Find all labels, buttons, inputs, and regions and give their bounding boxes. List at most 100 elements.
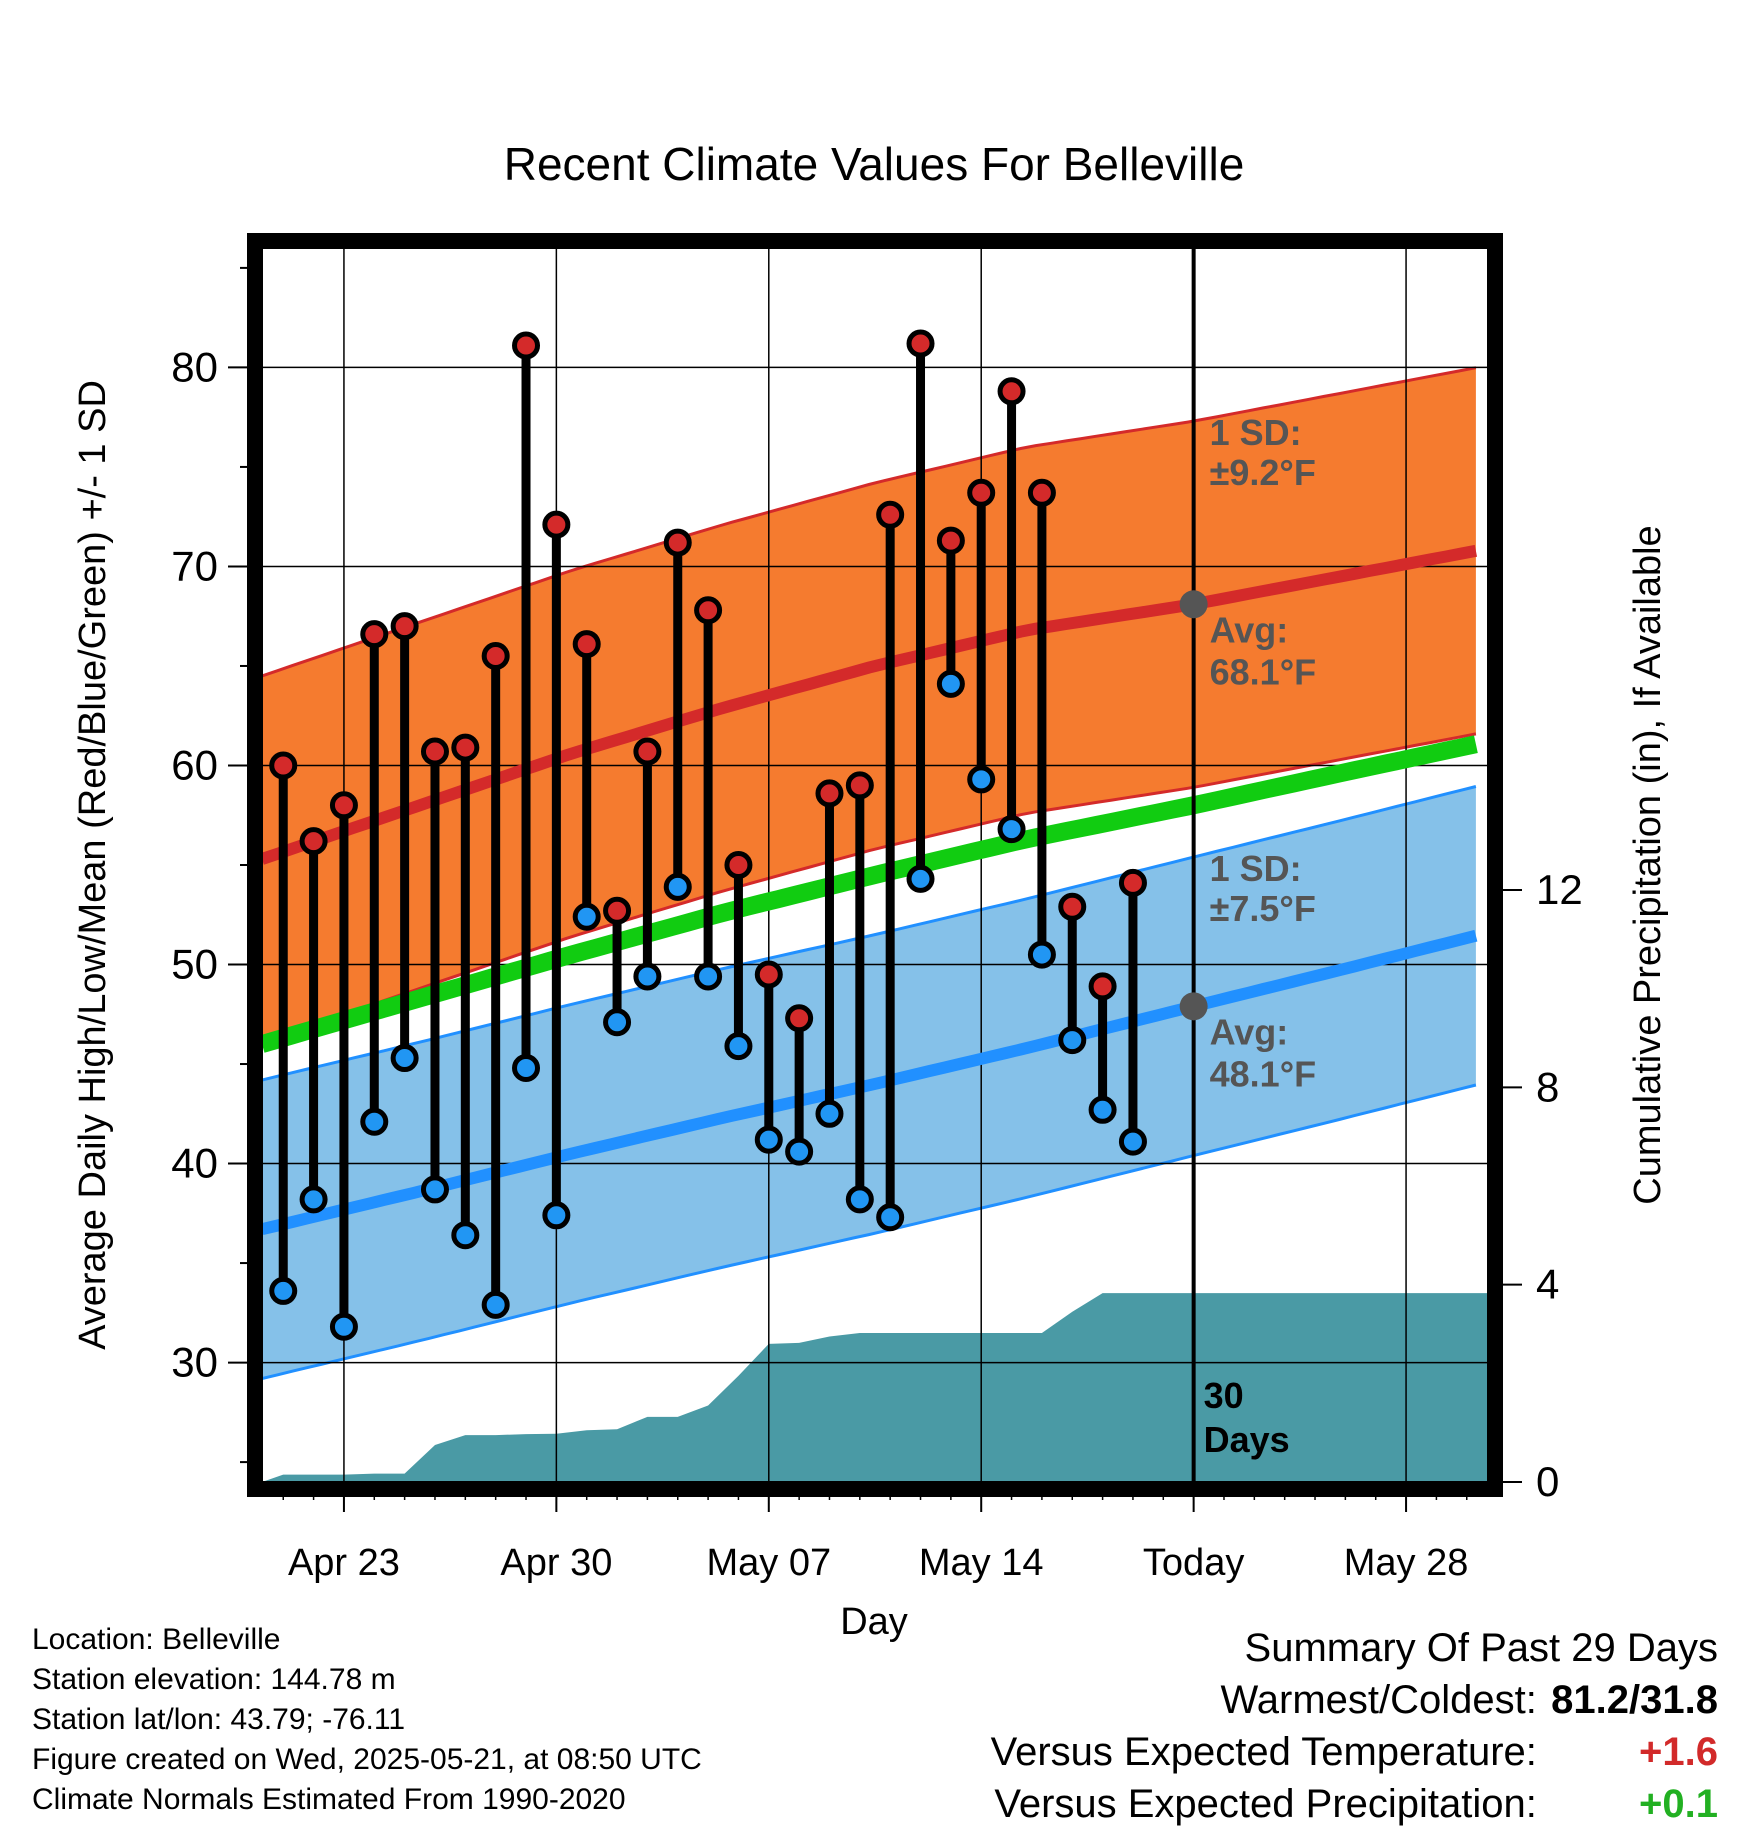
daily-low-point: [815, 1099, 844, 1128]
station-info: Location: Belleville Station elevation: …: [32, 1620, 702, 1820]
days-word: Days: [1204, 1419, 1290, 1460]
daily-high-point: [663, 528, 692, 557]
high-sd-value: ±9.2°F: [1210, 452, 1316, 493]
daily-low-point: [997, 815, 1026, 844]
daily-high-point: [451, 733, 480, 762]
daily-low-point: [542, 1201, 571, 1230]
daily-high-point: [815, 779, 844, 808]
daily-low-point: [572, 902, 601, 931]
daily-high-point: [1118, 868, 1147, 897]
daily-high-point: [967, 478, 996, 507]
warm-cold-row: Warmest/Coldest: 81.2/31.8: [991, 1674, 1719, 1726]
daily-low-point: [299, 1185, 328, 1214]
x-axis-label: Day: [840, 1601, 908, 1643]
y2-tick-label: 8: [1536, 1063, 1559, 1110]
x-tick-label: May 28: [1344, 1542, 1469, 1584]
summary-panel: Summary Of Past 29 Days Warmest/Coldest:…: [991, 1622, 1718, 1830]
daily-low-point: [390, 1044, 419, 1073]
daily-high-point: [572, 630, 601, 659]
daily-low-point: [1058, 1026, 1087, 1055]
daily-low-point: [329, 1312, 358, 1341]
daily-high-point: [936, 526, 965, 555]
cumulative-precip-area: [262, 1293, 1488, 1482]
y2-tick-label: 12: [1536, 866, 1583, 913]
x-tick-label: May 07: [706, 1542, 831, 1584]
daily-low-point: [1088, 1095, 1117, 1124]
daily-high-point: [299, 827, 328, 856]
created-text: Figure created on Wed, 2025-05-21, at 08…: [32, 1743, 702, 1776]
daily-low-point: [724, 1032, 753, 1061]
daily-low-point: [420, 1175, 449, 1204]
daily-high-point: [997, 377, 1026, 406]
days-count: 30: [1204, 1375, 1244, 1416]
plot-frame: [247, 233, 1503, 1497]
high-sd-label: 1 SD:: [1210, 412, 1302, 453]
low-avg-value: 48.1°F: [1210, 1053, 1316, 1094]
daily-low-point: [603, 1008, 632, 1037]
y-axis-label: Average Daily High/Low/Mean (Red/Blue/Gr…: [72, 380, 114, 1350]
daily-high-point: [329, 791, 358, 820]
daily-high-point: [694, 596, 723, 625]
daily-high-point: [269, 751, 298, 780]
daily-high-point: [1027, 478, 1056, 507]
high-avg-label: Avg:: [1210, 609, 1289, 650]
daily-low-point: [936, 669, 965, 698]
daily-low-point: [481, 1290, 510, 1319]
daily-high-point: [360, 620, 389, 649]
daily-high-point: [1058, 892, 1087, 921]
precip-label: Versus Expected Precipitation:: [994, 1782, 1537, 1826]
daily-low-point: [876, 1203, 905, 1232]
high-sd-upper-line: [262, 366, 1477, 678]
daily-low-point: [1027, 940, 1056, 969]
daily-high-point: [845, 771, 874, 800]
high-avg-marker: [1179, 590, 1208, 619]
x-tick-label: Apr 30: [500, 1542, 612, 1584]
daily-low-point: [845, 1185, 874, 1214]
daily-high-point: [512, 331, 541, 360]
warm-cold-label: Warmest/Coldest:: [1220, 1678, 1537, 1722]
daily-low-point: [1118, 1127, 1147, 1156]
temp-value: +1.6: [1639, 1730, 1718, 1774]
y-tick-label: 70: [171, 542, 218, 589]
y-tick-label: 60: [171, 741, 218, 788]
x-tick-label: Apr 23: [288, 1542, 400, 1584]
daily-low-point: [694, 962, 723, 991]
y-tick-label: 80: [171, 343, 218, 390]
x-tick-label: May 14: [919, 1542, 1044, 1584]
daily-low-point: [663, 872, 692, 901]
daily-low-point: [967, 765, 996, 794]
daily-low-point: [633, 962, 662, 991]
daily-high-point: [876, 500, 905, 529]
high-avg-value: 68.1°F: [1210, 651, 1316, 692]
daily-high-point: [724, 851, 753, 879]
precip-value: +0.1: [1639, 1782, 1718, 1826]
temp-label: Versus Expected Temperature:: [990, 1730, 1537, 1774]
low-sd-label: 1 SD:: [1210, 848, 1302, 889]
daily-low-point: [512, 1054, 541, 1083]
latlon-text: Station lat/lon: 43.79; -76.11: [32, 1703, 406, 1736]
location-text: Location: Belleville: [32, 1623, 281, 1656]
daily-high-point: [754, 960, 783, 989]
daily-high-point: [390, 612, 419, 641]
low-avg-marker: [1179, 992, 1208, 1021]
daily-low-point: [754, 1125, 783, 1154]
daily-high-point: [633, 737, 662, 766]
y-tick-label: 50: [171, 941, 218, 988]
y2-axis-label: Cumulative Precipitation (in), If Availa…: [1627, 525, 1669, 1204]
temp-row: Versus Expected Temperature: +1.6: [991, 1726, 1718, 1778]
low-sd-value: ±7.5°F: [1210, 888, 1316, 929]
y2-tick-label: 4: [1536, 1261, 1559, 1308]
normals-text: Climate Normals Estimated From 1990-2020: [32, 1783, 626, 1816]
daily-high-point: [603, 896, 632, 925]
daily-low-point: [785, 1137, 814, 1166]
y-tick-label: 30: [171, 1339, 218, 1386]
warm-cold-value: 81.2/31.8: [1551, 1678, 1718, 1722]
daily-high-point: [420, 737, 449, 766]
daily-high-point: [542, 510, 571, 539]
summary-title: Summary Of Past 29 Days: [1244, 1626, 1718, 1670]
daily-high-point: [906, 329, 935, 358]
daily-low-point: [269, 1276, 298, 1305]
daily-high-point: [1088, 972, 1117, 1001]
low-sd-lower-line: [262, 1083, 1477, 1380]
